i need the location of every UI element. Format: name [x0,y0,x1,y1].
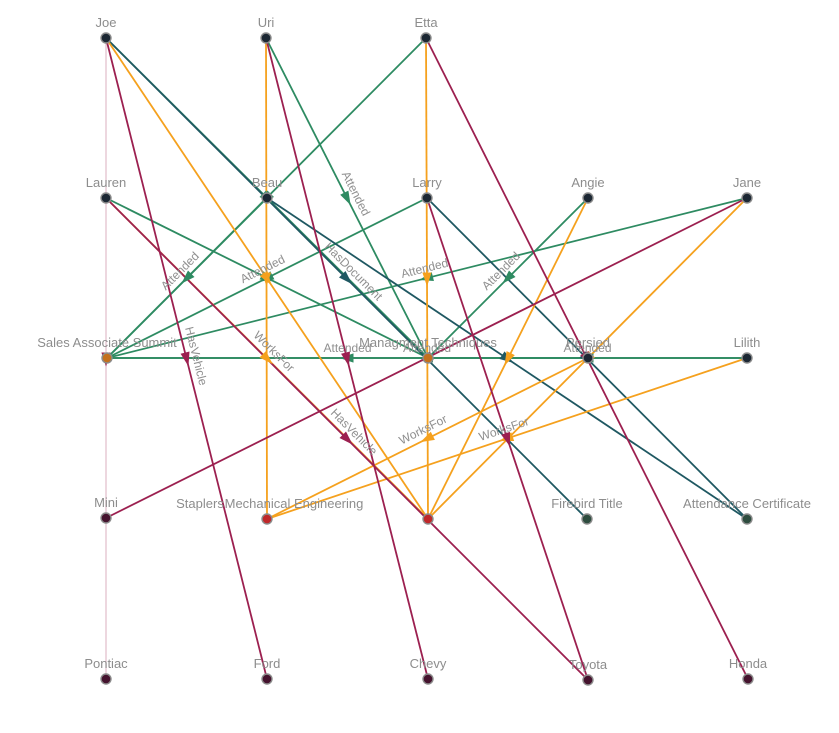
node-staplers[interactable] [261,513,273,525]
node-label-persied: Persied [566,335,610,350]
node-label-beau: Beau [252,175,282,190]
edge-label-hasvehicle: HasVehicle [328,406,381,459]
edge-label-worksfor: WorksFor [251,328,298,374]
node-label-chevy: Chevy [410,656,447,671]
node-label-angie: Angie [571,175,604,190]
node-pontiac[interactable] [100,673,112,685]
edge-label-attended: Attended [323,341,371,355]
node-joe[interactable] [100,32,112,44]
node-label-larry: Larry [412,175,442,190]
node-toyota[interactable] [582,674,594,686]
nodes-layer [100,32,754,686]
edge-arrow-worksfor-icon [504,351,515,366]
node-attendance-certificate[interactable] [741,513,753,525]
edge-arrow-worksfor-icon [259,270,272,286]
node-mini[interactable] [100,512,112,524]
node-label-uri: Uri [258,15,275,30]
edge-arrow-worksfor-icon [422,272,432,287]
edge-arrow-hasvehicle-icon [339,431,353,445]
node-persied[interactable] [582,352,594,364]
edge-arrow-hasdocument-icon [339,271,353,285]
node-etta[interactable] [420,32,432,44]
node-larry[interactable] [421,192,433,204]
node-labels-layer: Joe Uri Etta Lauren Beau Larry Angie Jane Sales … [37,15,811,672]
node-firebird-title[interactable] [581,513,593,525]
node-angie[interactable] [582,192,594,204]
node-label-managment-techniques: Managment Techniques [359,335,497,350]
edge-arrow-hasvehicle-icon [180,351,190,367]
node-label-jane: Jane [733,175,761,190]
edge-arrow-attended-icon [502,270,516,284]
edge-arrow-attended-icon [181,270,195,284]
node-label-honda: Honda [729,656,768,671]
node-label-lilith: Lilith [734,335,761,350]
node-label-ford: Ford [254,656,281,671]
node-label-toyota: Toyota [569,657,608,672]
node-label-pontiac: Pontiac [84,656,128,671]
node-label-etta: Etta [414,15,438,30]
node-ford[interactable] [261,673,273,685]
edge-arrow-hasvehicle-icon [341,351,350,367]
node-honda[interactable] [742,673,754,685]
edge-label-attended: Attended [403,341,451,355]
node-chevy[interactable] [422,673,434,685]
node-beau[interactable] [261,192,273,204]
node-lauren[interactable] [100,192,112,204]
edge-label-worksfor: WorksFor [397,412,450,448]
node-label-mini: Mini [94,495,118,510]
node-label-mechanical-engineering: Mechanical Engineering [225,496,364,511]
node-label-staplers: Staplers [176,496,224,511]
node-jane[interactable] [741,192,753,204]
node-label-attendance-certificate: Attendance Certificate [683,496,811,511]
node-label-sales-associate-summit: Sales Associate Summit [37,335,177,350]
edge-arrow-attended-icon [340,190,351,206]
node-label-joe: Joe [96,15,117,30]
edge-arrow-worksfor-icon [259,351,273,365]
edge-label-attended: Attended [563,341,611,355]
edge-arrow-worksfor-icon [420,431,435,443]
node-label-firebird-title: Firebird Title [551,496,623,511]
node-sales-associate-summit[interactable] [101,352,113,364]
node-lilith[interactable] [741,352,753,364]
node-label-lauren: Lauren [86,175,126,190]
node-mechanical-engineering[interactable] [422,513,434,525]
edge-arrow-hasvehicle-icon [501,431,511,447]
node-managment-techniques[interactable] [422,352,434,364]
node-uri[interactable] [260,32,272,44]
